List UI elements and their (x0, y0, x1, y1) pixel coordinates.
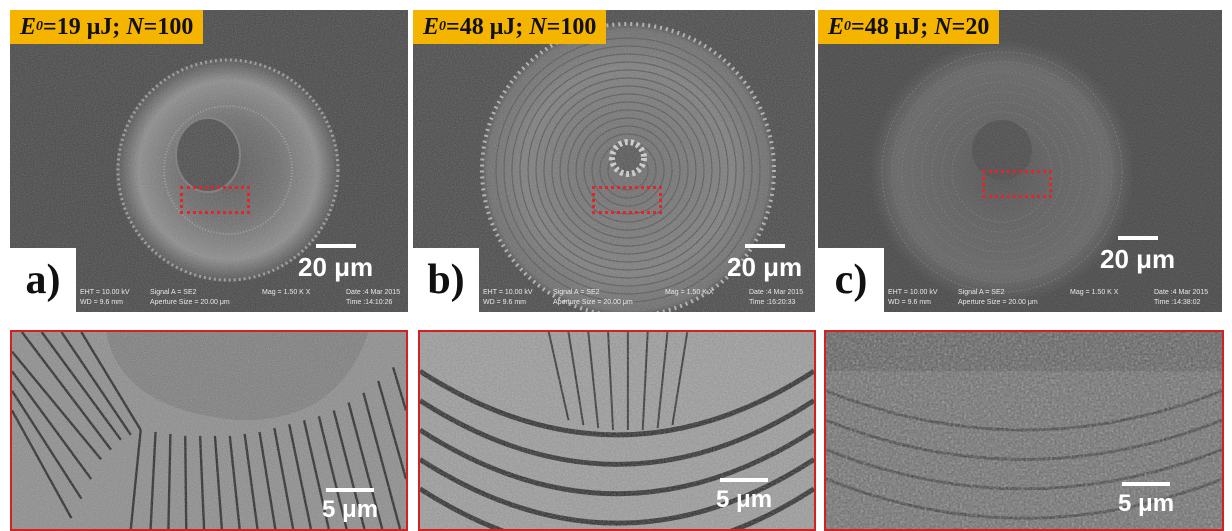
scale-bar-line (315, 244, 356, 248)
aperture-value: Aperture Size = 20.00 μm (150, 299, 230, 306)
region-of-interest-a (180, 186, 250, 214)
aperture-value: Aperture Size = 20.00 μm (958, 299, 1038, 306)
zoom-scale-bar-c: 5 μm (1118, 482, 1174, 518)
signal-value: Signal A = SE2 (150, 289, 197, 296)
zoom-panel-c: 5 μm (824, 330, 1224, 531)
working-distance-value: WD = 9.6 mm (888, 299, 931, 306)
working-distance-value: WD = 9.6 mm (80, 299, 123, 306)
time-value: Time :14:38:02 (1154, 299, 1201, 306)
scale-bar-line (744, 244, 785, 248)
date-value: Date :4 Mar 2015 (346, 289, 401, 296)
signal-value: Signal A = SE2 (958, 289, 1005, 296)
pulse-count-value: =100 (546, 13, 597, 40)
scale-bar-c: 20 μm (1100, 236, 1175, 275)
magnification-value: Mag = 1.50 K X (665, 289, 714, 296)
energy-subscript: 0 (439, 19, 447, 34)
scale-bar-line (1117, 236, 1158, 240)
magnification-value: Mag = 1.50 K X (1070, 289, 1119, 296)
energy-subscript: 0 (844, 19, 852, 34)
energy-subscript: 0 (36, 19, 44, 34)
pulse-count-symbol: N (126, 13, 144, 40)
sem-image-c (818, 10, 1222, 312)
eht-value: EHT = 10.00 kV (888, 289, 938, 296)
time-value: Time :14:10:26 (346, 299, 393, 306)
scale-bar-line (326, 488, 375, 492)
zoom-image-c (826, 332, 1222, 529)
scale-bar-label: 5 μm (322, 496, 379, 523)
scale-bar-a: 20 μm (298, 244, 373, 283)
energy-value: =19 μJ; (43, 13, 127, 40)
pulse-count-value: =20 (951, 13, 990, 40)
aperture-value: Aperture Size = 20.00 μm (553, 299, 633, 306)
zoom-scale-bar-a: 5 μm (322, 488, 378, 524)
scale-bar-label: 20 μm (1100, 244, 1176, 274)
scale-bar-b: 20 μm (727, 244, 802, 283)
region-of-interest-c (982, 170, 1052, 198)
eht-value: EHT = 10.00 kV (80, 289, 130, 296)
date-value: Date :4 Mar 2015 (749, 289, 804, 296)
pulse-count-symbol: N (529, 13, 547, 40)
zoom-image-b (420, 332, 814, 529)
eht-value: EHT = 10.00 kV (483, 289, 533, 296)
panel-label-c: c) (818, 248, 884, 312)
scale-bar-line (1122, 482, 1171, 486)
pulse-count-value: =100 (143, 13, 194, 40)
region-of-interest-b (592, 186, 662, 214)
energy-value: =48 μJ; (446, 13, 530, 40)
date-value: Date :4 Mar 2015 (1154, 289, 1209, 296)
energy-symbol: E (20, 13, 37, 40)
zoom-image-a (12, 332, 406, 529)
pulse-count-symbol: N (934, 13, 952, 40)
zoom-panel-b: 5 μm (418, 330, 816, 531)
scale-bar-label: 20 μm (727, 252, 803, 282)
time-value: Time :16:20:33 (749, 299, 796, 306)
energy-symbol: E (423, 13, 440, 40)
scale-bar-label: 20 μm (298, 252, 374, 282)
zoom-scale-bar-b: 5 μm (716, 478, 772, 514)
scale-bar-line (720, 478, 769, 482)
scale-bar-label: 5 μm (1118, 490, 1175, 517)
magnification-value: Mag = 1.50 K X (262, 289, 311, 296)
sem-image-b (413, 10, 815, 312)
signal-value: Signal A = SE2 (553, 289, 600, 296)
sem-info-footer-b: EHT = 10.00 kV Signal A = SE2 Mag = 1.50… (483, 288, 809, 308)
sem-image-a (10, 10, 408, 312)
panel-label-a: a) (10, 248, 76, 312)
sem-info-footer-c: EHT = 10.00 kV Signal A = SE2 Mag = 1.50… (888, 288, 1216, 308)
energy-symbol: E (828, 13, 845, 40)
energy-value: =48 μJ; (851, 13, 935, 40)
zoom-panel-a: 5 μm (10, 330, 408, 531)
scale-bar-label: 5 μm (716, 486, 773, 513)
panel-label-b: b) (413, 248, 479, 312)
sem-info-footer-a: EHT = 10.00 kV Signal A = SE2 Mag = 1.50… (80, 288, 402, 308)
working-distance-value: WD = 9.6 mm (483, 299, 526, 306)
